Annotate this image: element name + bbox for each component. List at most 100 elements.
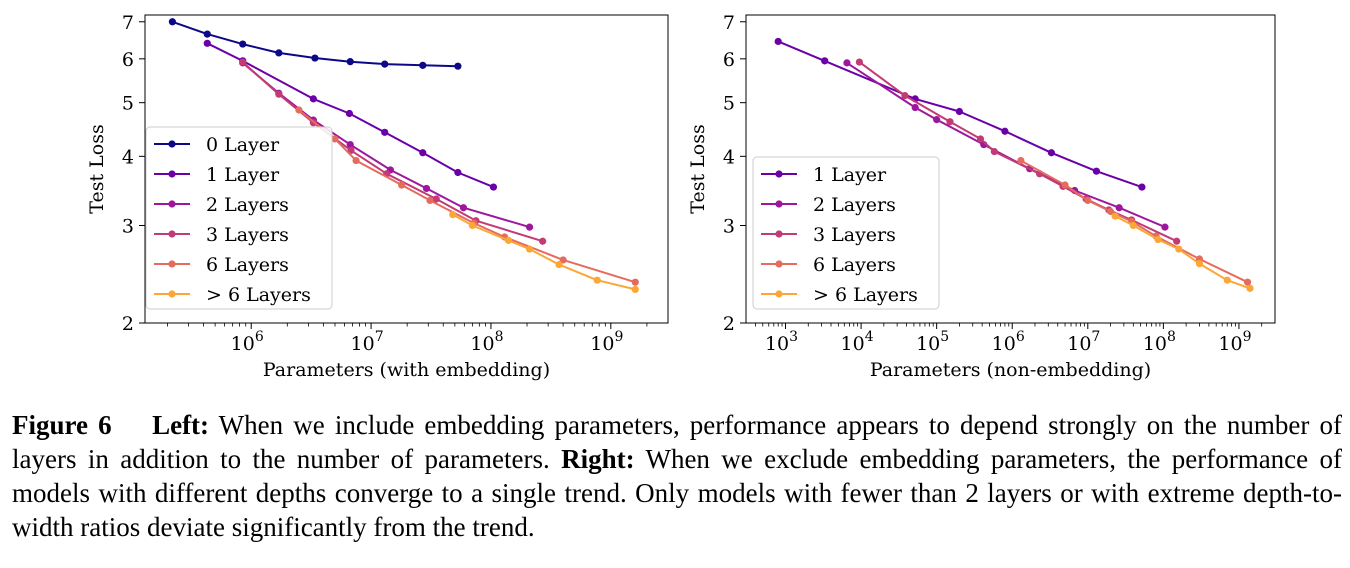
legend: 0 Layer 1 Layer 2 Layers 3 Layers 6 Layers > … xyxy=(145,126,333,310)
data-point xyxy=(821,57,829,65)
y-tick-label: 6 xyxy=(723,49,735,71)
data-point xyxy=(525,223,534,231)
data-point xyxy=(1161,223,1169,231)
data-point xyxy=(955,107,964,116)
y-tick-label: 3 xyxy=(723,216,735,238)
y-tick-label: 2 xyxy=(122,313,134,335)
data-point xyxy=(933,116,941,124)
y-tick-label: 5 xyxy=(723,93,735,115)
caption-figure-label: Figure 6 xyxy=(12,410,112,440)
data-point xyxy=(1092,167,1101,175)
series-6-layers xyxy=(449,210,639,293)
data-point xyxy=(381,128,389,136)
y-axis-label: Test Loss xyxy=(687,124,709,213)
data-point xyxy=(855,58,864,66)
data-point xyxy=(911,103,919,112)
data-point xyxy=(311,54,319,62)
legend-box xyxy=(752,156,940,310)
legend-label: 2 Layers xyxy=(206,194,289,216)
legend: 1 Layer 2 Layers 3 Layers 6 Layers > 6 Layer… xyxy=(752,156,940,310)
legend-swatch-marker xyxy=(168,290,176,298)
data-point xyxy=(419,61,427,69)
data-point xyxy=(525,245,534,253)
data-point xyxy=(432,195,440,203)
x-tick-label: 105 xyxy=(916,329,949,355)
data-point xyxy=(454,62,462,70)
data-point xyxy=(559,256,567,264)
legend-label: 0 Layer xyxy=(206,134,280,156)
y-tick-label: 6 xyxy=(122,49,134,71)
x-tick-label: 108 xyxy=(470,329,503,355)
data-point xyxy=(976,135,985,143)
data-point xyxy=(489,183,498,191)
data-point xyxy=(1115,204,1123,212)
legend-swatch-marker xyxy=(168,230,176,238)
x-tick-label: 104 xyxy=(841,329,874,355)
data-point xyxy=(1154,235,1162,244)
y-tick-label: 7 xyxy=(122,12,134,34)
data-point xyxy=(631,278,639,286)
legend-label: 2 Layers xyxy=(813,194,896,216)
plot-frame xyxy=(144,14,669,324)
legend-box xyxy=(145,126,333,310)
y-tick-label: 5 xyxy=(122,93,134,115)
legend-label: 3 Layers xyxy=(206,224,289,246)
data-point xyxy=(345,109,354,118)
caption-right-label: Right: xyxy=(561,444,635,474)
legend-swatch-marker xyxy=(168,260,176,268)
legend-swatch-marker xyxy=(775,170,783,178)
data-point xyxy=(168,18,176,26)
y-tick-label: 2 xyxy=(723,313,735,335)
data-point xyxy=(1246,284,1254,292)
series-line xyxy=(242,61,543,243)
data-point xyxy=(1223,276,1231,284)
data-point xyxy=(419,149,427,157)
data-point xyxy=(1111,212,1119,220)
caption-right-text: When we exclude embedding parameters, th… xyxy=(12,444,1343,542)
x-tick-label: 103 xyxy=(765,329,798,355)
data-point xyxy=(1138,183,1146,191)
data-point xyxy=(426,196,434,205)
data-point xyxy=(346,141,354,149)
data-point xyxy=(309,95,317,103)
series-0-layer xyxy=(168,18,462,70)
data-point xyxy=(422,184,431,193)
series-6-layers xyxy=(1111,212,1254,292)
x-tick-label: 107 xyxy=(351,329,384,355)
legend-swatch-marker xyxy=(775,290,783,298)
data-point xyxy=(1106,207,1115,216)
data-point xyxy=(593,276,601,284)
legend-swatch-marker xyxy=(168,140,176,148)
x-axis-label: Parameters (with embedding) xyxy=(263,359,550,381)
legend-swatch-marker xyxy=(775,260,783,268)
series-6-layers xyxy=(295,106,639,286)
data-point xyxy=(398,181,406,189)
x-tick-label: 107 xyxy=(1067,329,1100,355)
data-point xyxy=(275,49,283,57)
x-tick-label: 109 xyxy=(590,329,623,355)
x-tick-label: 109 xyxy=(1218,329,1251,355)
legend-label: 3 Layers xyxy=(813,224,896,246)
figure-caption: Figure 6 Left: When we include embedding… xyxy=(12,408,1342,544)
data-point xyxy=(1084,196,1092,205)
series-6-layers xyxy=(1017,156,1252,286)
caption-left-label: Left: xyxy=(152,410,210,440)
y-tick-label: 4 xyxy=(723,146,735,168)
series-line xyxy=(777,40,1143,189)
data-point xyxy=(203,30,211,38)
data-point xyxy=(203,39,211,47)
data-point xyxy=(239,58,247,66)
legend-label: > 6 Layers xyxy=(206,284,311,306)
data-point xyxy=(631,285,639,293)
data-point xyxy=(843,59,851,67)
data-point xyxy=(1061,181,1069,189)
y-tick-label: 3 xyxy=(122,216,134,238)
data-point xyxy=(1047,149,1056,157)
legend-label: 6 Layers xyxy=(813,254,896,276)
legend-label: 1 Layer xyxy=(813,164,887,186)
data-point xyxy=(1175,245,1183,253)
data-point xyxy=(990,147,998,156)
legend-swatch-marker xyxy=(168,170,176,178)
y-tick-label: 7 xyxy=(723,12,735,34)
data-point xyxy=(1173,237,1181,245)
